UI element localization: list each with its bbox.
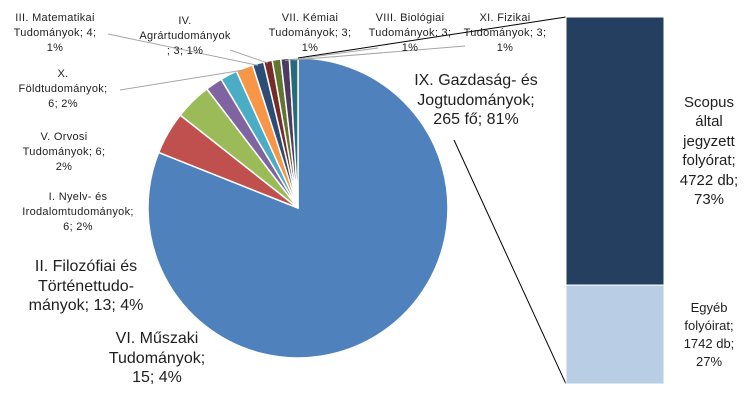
pie-label-1: VI. Műszaki Tudományok; 15; 4% (109, 329, 205, 388)
pie-label-line: Agrártudományok (139, 30, 231, 42)
connector-line-0 (297, 16, 567, 59)
pie-label-0: IX. Gazdaság- és Jogtudományok; 265 fő; 81… (414, 71, 538, 130)
pie-label-10: XI. Fizikai Tudományok; 3; 1% (464, 11, 547, 56)
bar-label-line: Scopus (683, 93, 735, 111)
pie-label-7: IV. Agrártudományok ; 3; 1% (139, 14, 230, 59)
bar-segment-1 (565, 284, 665, 385)
bar-of-pie-connectors (297, 16, 567, 385)
bar-label-line: folyórat; (682, 152, 736, 170)
pie-label-line: 6; 2% (48, 98, 78, 110)
pie-label-line: Tudományok; (108, 349, 206, 367)
pie-label-line: 6; 2% (63, 221, 93, 233)
pie-label-line: II. Filozófiai és (34, 258, 138, 275)
bar-segment-0 (565, 16, 665, 286)
bar-label-0: Scopus által jegyzett folyórat; 4722 db; 73% (664, 93, 754, 210)
pie-label-line: VII. Kémiai (281, 12, 339, 24)
pie-label-8: VII. Kémiai Tudományok; 3; 1% (269, 11, 352, 56)
pie-label-line: Tudományok; 3; (463, 27, 547, 39)
pie-label-line: Jogtudományok; (417, 91, 535, 109)
bar-label-1: Egyéb folyóirat; 1742 db; 27% (664, 299, 754, 371)
pie-label-line: Tudományok; 3; (268, 27, 352, 39)
bar-label-line: által (695, 113, 723, 131)
pie-label-line: Tudományok; 6; (22, 146, 106, 158)
pie-chart (147, 57, 449, 359)
pie-label-line: 1% (46, 42, 64, 54)
pie-label-line: XI. Fizikai (479, 12, 531, 24)
pie-label-line: Földtudományok; (18, 83, 108, 95)
leader-line-9 (284, 47, 379, 62)
pie-slice-10 (288, 57, 299, 209)
leader-line-6 (107, 33, 259, 66)
bar-label-line: 73% (693, 191, 725, 209)
pie-label-line: 2% (55, 161, 73, 173)
bar-label-line: folyóirat; (684, 317, 734, 333)
pie-label-line: IV. (178, 15, 192, 27)
leader-lines (107, 33, 466, 91)
pie-label-line: X. (57, 68, 69, 80)
pie-label-line: 265 fő; 81% (433, 111, 519, 128)
bar-label-line: jegyzett (683, 132, 735, 150)
stacked-bar (565, 16, 665, 385)
pie-label-line: III. Matematikai (15, 12, 95, 24)
bar-label-line: 4722 db; (679, 171, 739, 189)
bar-label-line: Egyéb (690, 299, 728, 315)
pie-label-2: II. Filozófiai és Történettudo-mányok; 13… (29, 257, 144, 316)
leader-line-7 (229, 49, 269, 64)
pie-label-4: V. Orvosi Tudományok; 6; 2% (23, 130, 106, 175)
bar-label-line: 1742 db; (683, 335, 735, 351)
pie-label-line: Tudományok; 4; (13, 27, 97, 39)
bar-label-line: 27% (695, 353, 723, 369)
pie-label-3: I. Nyelv- és Irodalomtudományok; 6; 2% (22, 190, 133, 235)
pie-label-line: IX. Gazdaság- és (414, 72, 538, 89)
pie-label-line: 1% (301, 42, 319, 54)
pie-label-line: ; 3; 1% (166, 45, 204, 57)
pie-label-line: mányok; 13; 4% (28, 297, 144, 314)
pie-label-line: VI. Műszaki (115, 330, 199, 347)
connector-line-1 (453, 139, 567, 385)
pie-label-6: III. Matematikai Tudományok; 4; 1% (14, 11, 97, 56)
pie-label-line: VIII. Biológiai (375, 12, 445, 24)
pie-label-line: Irodalomtudományok; (22, 206, 134, 218)
leader-line-5 (119, 69, 245, 91)
pie-label-line: Történettudo- (37, 277, 135, 295)
pie-label-line: 1% (401, 42, 419, 54)
pie-label-line: 15; 4% (132, 369, 182, 386)
pie-label-line: V. Orvosi (40, 131, 88, 143)
pie-label-line: I. Nyelv- és (48, 191, 108, 203)
pie-label-5: X. Földtudományok; 6; 2% (19, 67, 108, 112)
pie-label-line: 1% (496, 42, 514, 54)
pie-label-9: VIII. Biológiai Tudományok; 3; 1% (369, 11, 452, 56)
leader-line-10 (293, 45, 466, 61)
pie-label-line: Tudományok; 3; (368, 27, 452, 39)
